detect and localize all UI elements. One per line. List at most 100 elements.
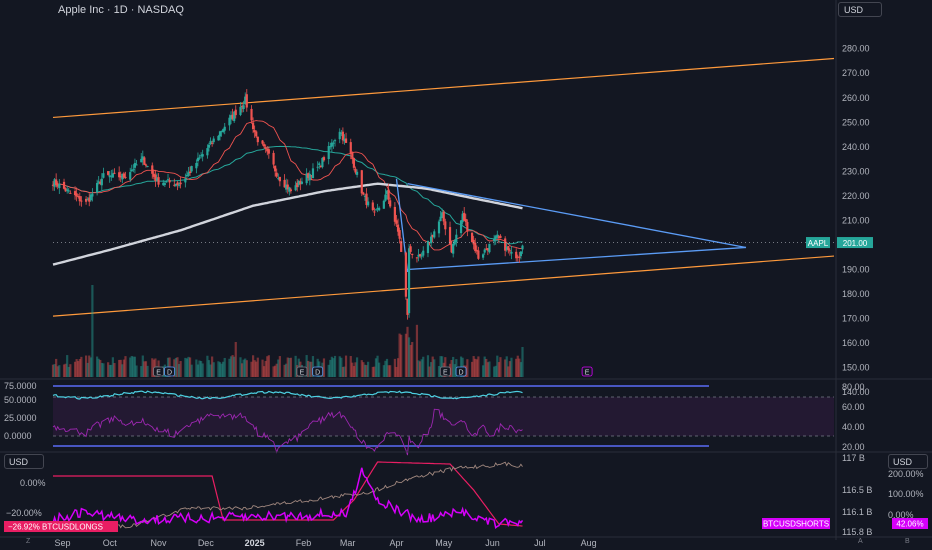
- volume-bar: [420, 359, 423, 377]
- candle-body: [229, 115, 233, 120]
- candle-body: [283, 179, 286, 188]
- volume-bar: [184, 357, 187, 377]
- price-axis-tick: 250.00: [842, 117, 870, 127]
- candle-body: [340, 132, 343, 134]
- candle-body: [333, 140, 337, 142]
- candle-body: [223, 126, 226, 131]
- candle-body: [453, 239, 456, 245]
- volume-bar: [223, 357, 226, 377]
- candle-body: [107, 171, 110, 175]
- candle-body: [367, 201, 370, 206]
- candle-body: [389, 200, 392, 207]
- volume-bar: [466, 359, 469, 377]
- volume-bar: [278, 356, 281, 377]
- candle-body: [475, 249, 478, 252]
- candle-body: [124, 176, 127, 178]
- volume-bar: [77, 361, 80, 377]
- candle-body: [146, 166, 149, 168]
- candle-body: [474, 242, 477, 252]
- autoscale-button[interactable]: A: [858, 538, 863, 545]
- volume-bar: [494, 365, 497, 377]
- candle-body: [209, 140, 212, 145]
- volume-bar: [378, 362, 381, 377]
- candle-body: [285, 184, 288, 190]
- volume-bar: [199, 361, 203, 377]
- candle-body: [135, 164, 138, 166]
- volume-bar: [485, 358, 488, 377]
- volume-bar: [351, 362, 354, 377]
- chart-title: Apple Inc · 1D · NASDAQ: [58, 4, 184, 16]
- candle-body: [233, 111, 236, 122]
- time-axis-tick: 2025: [245, 538, 265, 548]
- candle-body: [151, 165, 154, 174]
- candle-body: [132, 169, 135, 171]
- ma-200-line: [52, 182, 523, 266]
- indicator-currency-right[interactable]: USD: [888, 454, 928, 469]
- candle-body: [58, 183, 61, 189]
- rsi-line: [52, 408, 523, 456]
- candle-body: [275, 172, 278, 177]
- rsi-right-tick: 20.00: [842, 442, 865, 452]
- btc-shorts-label: BTCUSDSHORTS: [763, 520, 829, 529]
- candle-body: [417, 254, 420, 257]
- candle-body: [288, 187, 291, 192]
- volume-bar: [107, 362, 110, 377]
- candle-body: [376, 208, 379, 210]
- candle-body: [330, 142, 333, 147]
- volume-bar: [521, 347, 524, 377]
- indicator-currency-left[interactable]: USD: [4, 454, 44, 469]
- candle-body: [311, 168, 315, 179]
- volume-bar: [352, 366, 356, 377]
- candle-body: [470, 232, 474, 243]
- candle-body: [176, 182, 179, 185]
- candle-body: [121, 173, 124, 180]
- volume-bar: [122, 359, 125, 377]
- indicator-left-tick: 0.00%: [20, 478, 46, 488]
- volume-bar: [505, 356, 508, 377]
- volume-bar: [329, 359, 332, 377]
- volume-bar: [437, 366, 441, 377]
- candle-body: [387, 189, 390, 200]
- currency-selector[interactable]: USD: [838, 2, 882, 17]
- volume-bar: [395, 366, 398, 377]
- candle-body: [308, 173, 311, 181]
- volume-bar: [211, 356, 214, 377]
- volume-bar: [362, 362, 365, 377]
- candle-body: [431, 234, 434, 238]
- candle-body: [272, 152, 275, 165]
- lower-channel-line: [52, 255, 835, 317]
- indicator-right-tick: 115.8 B: [842, 527, 872, 537]
- candle-body: [277, 178, 280, 180]
- zoom-button[interactable]: Z: [26, 538, 31, 545]
- volume-bar: [97, 358, 100, 377]
- candle-body: [395, 220, 398, 224]
- volume-bar: [277, 359, 280, 377]
- volume-bar: [267, 355, 270, 377]
- candle-body: [155, 178, 159, 181]
- scale-button[interactable]: B: [905, 538, 910, 545]
- candle-body: [508, 250, 511, 252]
- candle-body: [251, 122, 255, 130]
- candle-body: [195, 162, 198, 169]
- volume-bar: [332, 358, 335, 377]
- volume-bar: [516, 355, 519, 377]
- rsi-right-tick: 60.00: [842, 402, 865, 412]
- volume-bar: [196, 364, 200, 377]
- volume-bar: [470, 361, 474, 377]
- candle-body: [56, 183, 59, 187]
- volume-bar: [496, 355, 499, 377]
- volume-bar: [418, 361, 422, 377]
- price-axis-tick: 190.00: [842, 265, 870, 275]
- candle-body: [406, 298, 409, 315]
- candle-body: [504, 238, 507, 251]
- candle-body: [482, 254, 485, 258]
- candle-body: [510, 251, 513, 254]
- volume-bar: [475, 359, 478, 377]
- candle-body: [516, 256, 519, 258]
- volume-bar: [327, 364, 330, 377]
- candle-body: [442, 211, 445, 222]
- candle-body: [278, 176, 281, 182]
- price-axis-tick: 150.00: [842, 363, 870, 373]
- volume-bar: [294, 355, 297, 377]
